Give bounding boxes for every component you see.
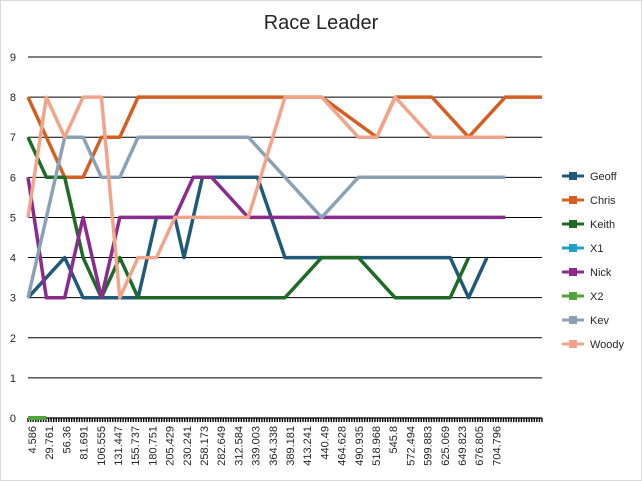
series-line-woody: [26, 95, 506, 300]
x-tick-label: 490.935: [354, 426, 366, 466]
legend-marker: [569, 292, 577, 300]
x-tick-label: 413.241: [302, 426, 314, 466]
legend-label: X1: [590, 243, 603, 255]
chart-title: Race Leader: [263, 12, 379, 34]
x-tick-label: 518.968: [371, 426, 383, 466]
y-tick-label: 7: [10, 132, 16, 144]
legend-marker: [569, 196, 577, 204]
x-tick-label: 676.805: [474, 426, 486, 466]
x-tick-label: 599.883: [423, 426, 435, 466]
y-tick-label: 4: [10, 253, 16, 265]
series-line-keith: [26, 136, 471, 300]
series-line-geoff: [26, 175, 489, 300]
x-tick-label: 155.737: [130, 426, 142, 466]
x-tick-label: 389.181: [285, 426, 297, 466]
y-tick-label: 9: [10, 52, 16, 64]
x-tick-label: 464.628: [337, 426, 349, 466]
legend-label: Woody: [590, 339, 625, 351]
legend-label: Keith: [590, 219, 615, 231]
x-tick-label: 364.338: [268, 426, 280, 466]
x-tick-label: 4.586: [27, 426, 39, 454]
x-tick-label: 704.796: [491, 426, 503, 466]
legend-marker: [569, 268, 577, 276]
x-tick-labels: 4.586 29.761 56.36 81.691 106.555 131.447 155.…: [27, 426, 503, 466]
x-tick-label: 258.173: [199, 426, 211, 466]
x-tick-label: 312.584: [233, 426, 245, 466]
y-tick-labels: 0 1 2 3 4 5 6 7 8 9: [10, 52, 16, 425]
gridlines: [27, 56, 543, 422]
legend-marker: [569, 244, 577, 252]
series-line-kev: [26, 135, 506, 299]
x-tick-label: 131.447: [113, 426, 125, 466]
legend-label: Chris: [590, 195, 616, 207]
legend-marker: [569, 316, 577, 324]
legend-marker: [569, 172, 577, 180]
y-tick-label: 6: [10, 172, 16, 184]
legend-marker: [569, 220, 577, 228]
legend-label: Geoff: [590, 171, 618, 183]
y-tick-label: 0: [10, 413, 16, 425]
x-tick-label: 106.555: [96, 426, 108, 466]
y-tick-label: 2: [10, 333, 16, 345]
y-tick-label: 3: [10, 293, 16, 305]
x-tick-label: 545.8: [388, 426, 400, 454]
x-tick-label: 625.069: [440, 426, 452, 466]
x-tick-label: 56.36: [61, 426, 73, 454]
x-tick-label: 282.649: [216, 426, 228, 466]
series-line-chris: [26, 95, 542, 180]
legend-marker: [569, 340, 577, 348]
series-line-nick: [26, 175, 506, 300]
x-tick-label: 440.49: [319, 426, 331, 460]
y-tick-label: 5: [10, 212, 16, 224]
x-tick-label: 572.494: [405, 426, 417, 466]
legend: Geoff Chris Keith X1 Nick X2 Kev Woody: [562, 171, 625, 351]
legend-label: Nick: [590, 267, 612, 279]
y-tick-label: 8: [10, 92, 16, 104]
series-lines: [26, 95, 542, 420]
x-tick-label: 81.691: [79, 426, 91, 460]
x-tick-label: 180.751: [147, 426, 159, 466]
legend-label: X2: [590, 291, 603, 303]
x-tick-label: 649.823: [457, 426, 469, 466]
legend-label: Kev: [590, 315, 609, 327]
x-tick-label: 230.241: [182, 426, 194, 466]
x-tick-label: 339.003: [251, 426, 263, 466]
x-tick-label: 205.429: [165, 426, 177, 466]
x-tick-label: 29.761: [44, 426, 56, 460]
y-tick-label: 1: [10, 373, 16, 385]
